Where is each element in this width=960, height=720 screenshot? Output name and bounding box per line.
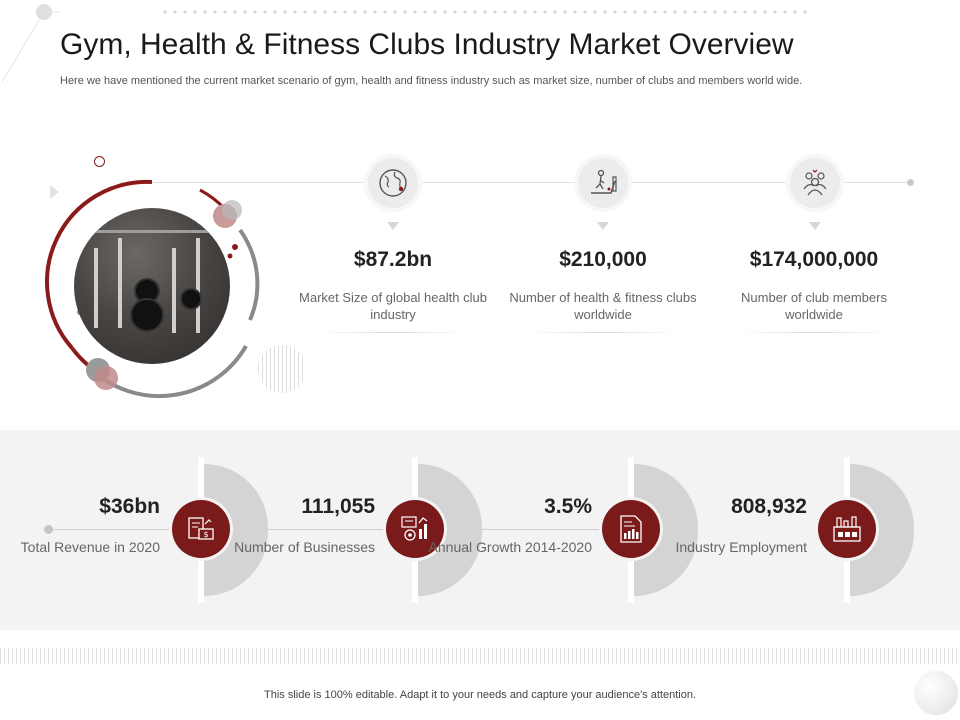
- photo-rack-post: [172, 248, 176, 333]
- kpi-value-businesses: 111,055: [301, 495, 375, 518]
- photo-rack-post: [94, 248, 98, 328]
- group-members-icon: [803, 169, 827, 196]
- factory-workers-icon: [833, 516, 861, 542]
- kpi-icon-growth: [602, 500, 660, 558]
- kpi-label-growth: Annual Growth 2014-2020: [428, 539, 592, 555]
- weight-plate: [130, 298, 164, 332]
- stat-underline: [528, 332, 678, 333]
- stat-icon-market: [368, 158, 418, 208]
- timeline-line: [120, 182, 910, 183]
- kpi-icon-employment: [818, 500, 876, 558]
- kpi-value-employment: 808,932: [731, 495, 807, 518]
- stat-pointer: [597, 222, 609, 230]
- small-ring-decoration: [94, 156, 105, 167]
- stat-label-clubs: Number of health & fitness clubs worldwi…: [509, 290, 697, 322]
- corner-ball-decoration: [914, 671, 958, 715]
- kpi-icon-revenue: $: [172, 500, 230, 558]
- dotted-divider-top: [160, 10, 810, 14]
- stat-value-market: $87.2bn: [353, 248, 433, 271]
- stat-label-members: Number of club members worldwide: [741, 290, 887, 322]
- growth-report-icon: [620, 515, 642, 543]
- photo-ring-decoration: [45, 179, 260, 399]
- corner-line-decoration: [1, 11, 60, 83]
- stat-pointer: [809, 222, 821, 230]
- stat-underline: [739, 332, 889, 333]
- photo-rack-post: [196, 238, 200, 333]
- stat-value-clubs: $210,000: [559, 248, 647, 271]
- page-subtitle: Here we have mentioned the current marke…: [60, 75, 803, 87]
- photo-back-bar: [84, 230, 220, 233]
- stat-label-market: Market Size of global health club indust…: [299, 290, 487, 322]
- globe-icon: [379, 169, 407, 197]
- photo-rack-post: [118, 238, 122, 328]
- kpi-label-employment: Industry Employment: [675, 539, 808, 555]
- stat-icon-clubs: [578, 158, 628, 208]
- stat-underline: [318, 332, 468, 333]
- kpi-connector-dot: [44, 525, 53, 534]
- svg-text:$: $: [203, 530, 208, 539]
- kpi-value-revenue: $36bn: [99, 495, 160, 518]
- timeline-end-dot: [907, 179, 914, 186]
- kpi-label-revenue: Total Revenue in 2020: [20, 539, 160, 555]
- treadmill-icon: [591, 169, 617, 194]
- revenue-document-icon: $: [188, 517, 214, 540]
- page-title: Gym, Health & Fitness Clubs Industry Mar…: [60, 28, 794, 61]
- kpi-connector-line: [48, 529, 608, 530]
- gym-photo: [74, 208, 230, 364]
- kpi-icon-businesses: [386, 500, 444, 558]
- stat-value-members: $174,000,000: [749, 248, 879, 271]
- business-gear-chart-icon: [401, 516, 428, 541]
- weight-plate: [180, 288, 202, 310]
- kpi-label-businesses: Number of Businesses: [234, 539, 375, 555]
- striped-divider-bottom: [0, 648, 960, 664]
- striped-circle-decoration: [258, 345, 306, 393]
- footer-note: This slide is 100% editable. Adapt it to…: [264, 689, 696, 701]
- stat-pointer: [387, 222, 399, 230]
- stat-icon-members: [790, 158, 840, 208]
- triangle-decoration: [50, 185, 59, 199]
- kpi-value-growth: 3.5%: [544, 495, 592, 518]
